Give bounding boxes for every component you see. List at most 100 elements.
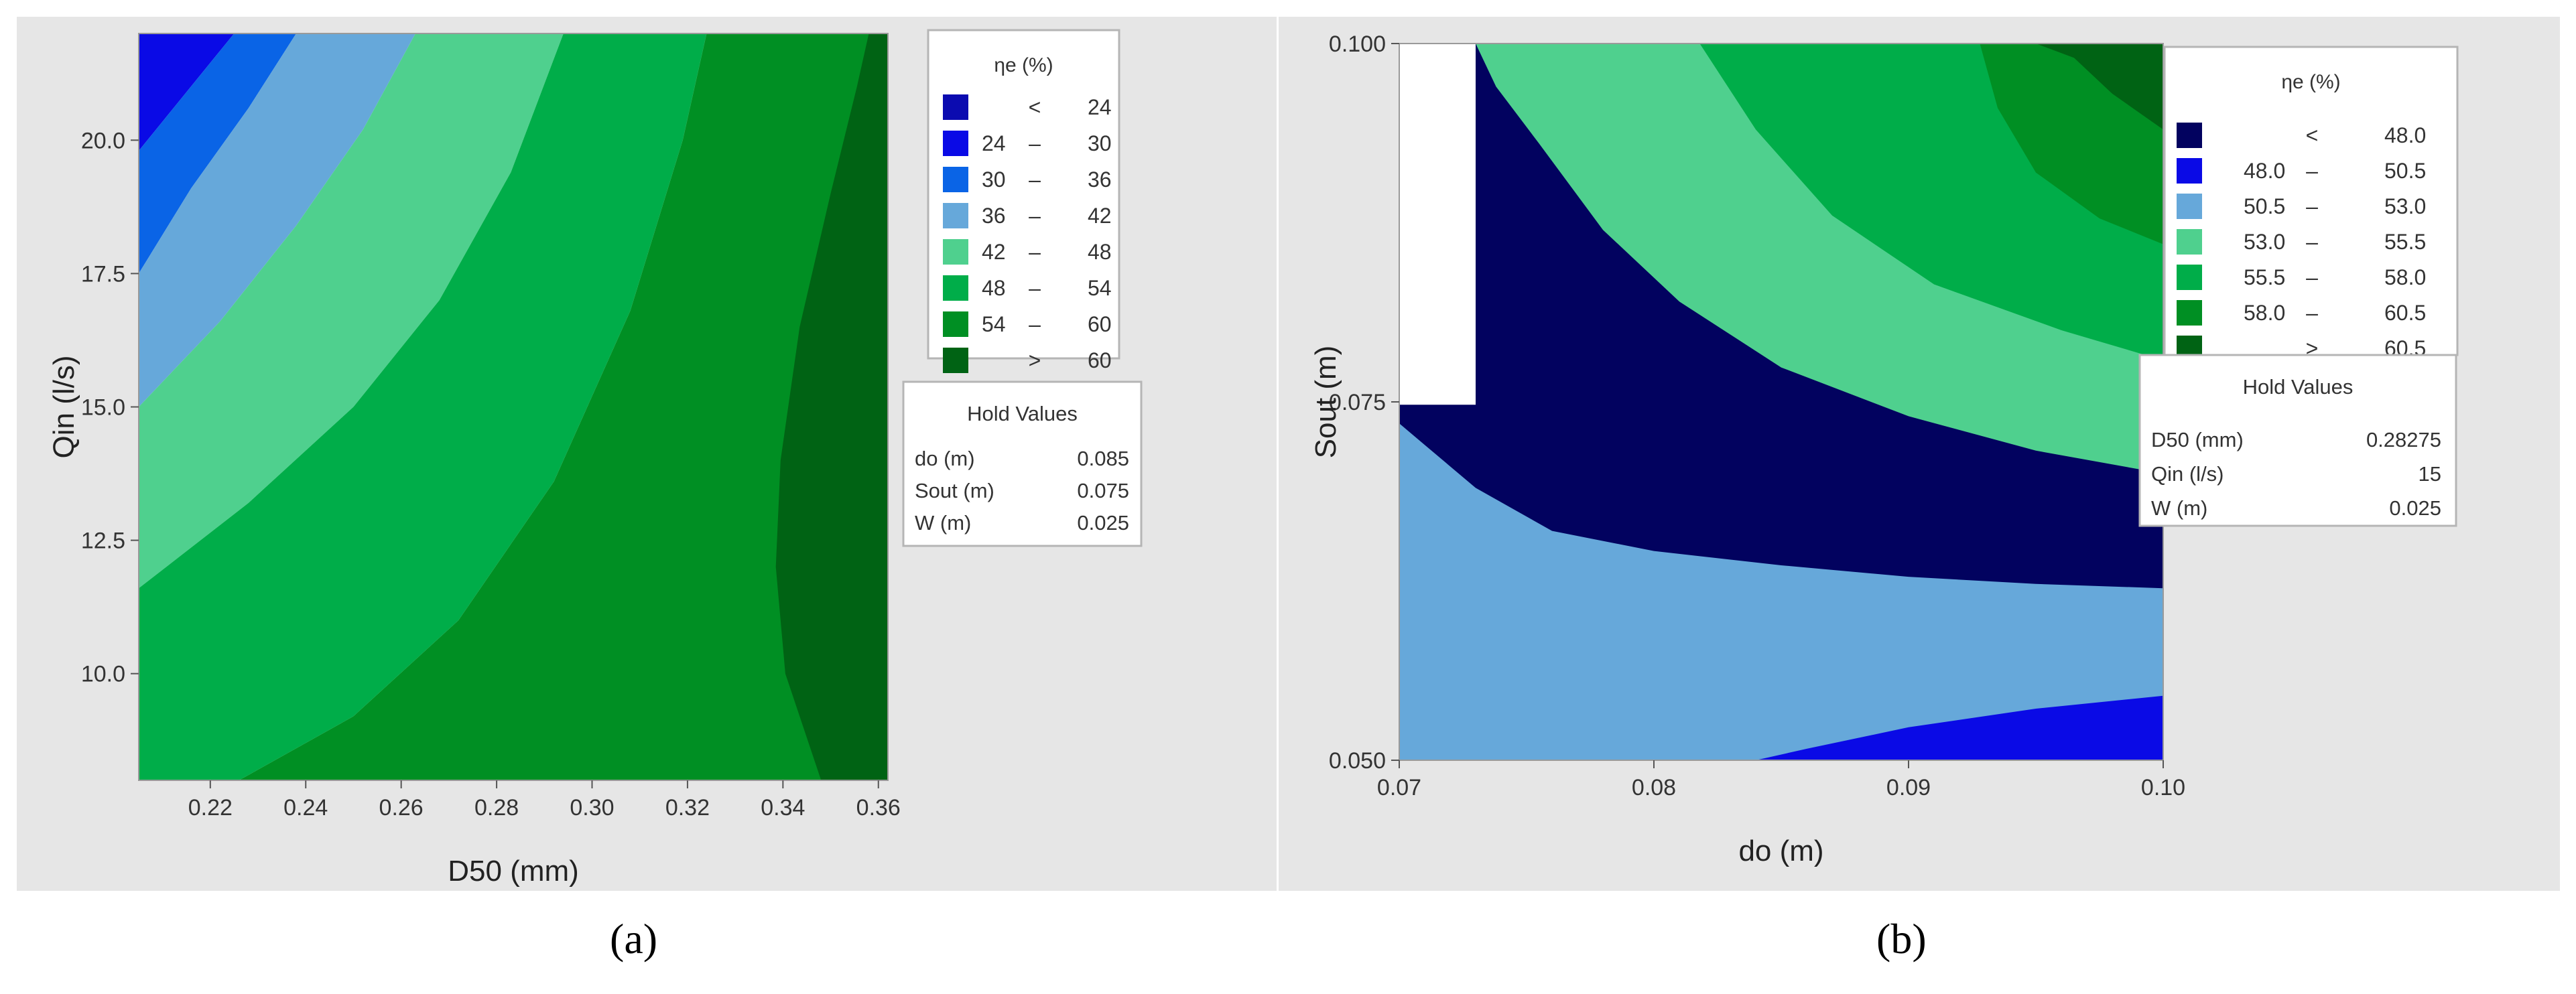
legend-high: 54 (1088, 276, 1112, 300)
contour-region (1399, 423, 2163, 760)
legend-high: 58.0 (2384, 265, 2426, 289)
legend-operator: – (1029, 312, 1041, 336)
legend-low: 55.5 (2244, 265, 2285, 289)
legend-box (2163, 46, 2459, 356)
hold-value-name: W (m) (915, 511, 971, 535)
legend-low: 48.0 (2244, 159, 2285, 183)
legend-low: 42 (982, 240, 1006, 264)
x-tick-label: 0.08 (1632, 775, 1676, 800)
y-tick-label: 15.0 (81, 395, 125, 421)
legend-swatch (2177, 123, 2202, 148)
panel-label-b: (b) (1876, 915, 1927, 963)
legend-operator: – (1029, 276, 1041, 300)
x-axis-label: D50 (mm) (448, 855, 579, 888)
hold-value: 15 (2419, 462, 2441, 486)
legend-operator: – (2306, 159, 2318, 183)
hold-value: 0.085 (1077, 447, 1129, 470)
x-tick-label: 0.30 (570, 795, 614, 821)
legend-operator: < (1029, 95, 1041, 119)
legend-operator: – (2306, 194, 2318, 218)
contour-region (239, 33, 888, 780)
legend-swatch (2177, 229, 2202, 255)
x-tick-label: 0.22 (188, 795, 233, 821)
hold-value: 0.025 (1077, 511, 1129, 535)
legend-low: 36 (982, 204, 1006, 228)
legend-high: 42 (1088, 204, 1112, 228)
legend-operator: – (2306, 301, 2318, 325)
y-tick-label: 0.050 (1329, 748, 1386, 774)
legend-swatch (2177, 265, 2202, 290)
legend-swatch (943, 131, 968, 156)
legend-swatch (943, 275, 968, 301)
legend-swatch (943, 348, 968, 373)
y-tick-label: 20.0 (81, 128, 125, 153)
panel-label-a: (a) (610, 915, 658, 963)
x-tick-label: 0.28 (474, 795, 519, 821)
y-tick-label: 0.100 (1329, 31, 1386, 57)
x-tick-label: 0.34 (761, 795, 805, 821)
legend-title: ηe (%) (2281, 71, 2340, 93)
legend-swatch (2177, 300, 2202, 326)
contour-regions (139, 33, 888, 780)
contour-region (139, 33, 296, 274)
x-tick-label: 0.09 (1886, 775, 1931, 800)
hold-values-title: Hold Values (2243, 375, 2354, 399)
y-axis-label: Qin (l/s) (48, 356, 80, 459)
y-tick-label: 0.075 (1329, 390, 1386, 415)
hold-value: 0.075 (1077, 479, 1129, 502)
legend-high: 60 (1088, 348, 1112, 372)
legend-high: 60.5 (2384, 301, 2426, 325)
legend-swatch (943, 203, 968, 228)
legend-low: 50.5 (2244, 194, 2285, 218)
legend-swatch (2177, 194, 2202, 219)
contour-region (775, 33, 888, 780)
hold-value-name: do (m) (915, 447, 975, 470)
x-tick-label: 0.07 (1377, 775, 1421, 800)
y-tick-label: 12.5 (81, 528, 125, 554)
contour-region (139, 33, 707, 780)
x-tick-label: 0.32 (665, 795, 710, 821)
legend-operator: – (2306, 265, 2318, 289)
hold-values-title: Hold Values (967, 402, 1078, 425)
legend-high: 50.5 (2384, 159, 2426, 183)
contour-region (139, 33, 415, 407)
contour-chart-a: 0.22 0.24 0.26 0.28 0.30 0.32 0.34 0.36 10.0 12.5… (48, 29, 1143, 888)
legend-operator: – (1029, 167, 1041, 192)
contour-region (2036, 44, 2163, 130)
legend-high: 60 (1088, 312, 1112, 336)
legend-high: 36 (1088, 167, 1112, 192)
legend-high: 48 (1088, 240, 1112, 264)
y-tick-label: 10.0 (81, 662, 125, 687)
legend-high: 24 (1088, 95, 1112, 119)
contour-region (1756, 695, 2163, 760)
legend-operator: – (1029, 204, 1041, 228)
legend-operator: – (1029, 240, 1041, 264)
legend-swatch (943, 167, 968, 192)
legend-low: 54 (982, 312, 1006, 336)
hold-value-name: D50 (mm) (2151, 428, 2244, 451)
legend-low: 53.0 (2244, 230, 2285, 254)
hold-values-box (902, 380, 1143, 547)
contour-region (1476, 44, 2163, 474)
hold-values-box (2138, 354, 2457, 527)
legend-swatch (943, 94, 968, 120)
hold-value-name: Qin (l/s) (2151, 462, 2224, 486)
legend-high: 48.0 (2384, 123, 2426, 147)
legend-low: 30 (982, 167, 1006, 192)
y-axis-label: Sout (m) (1309, 346, 1342, 459)
legend-title: ηe (%) (994, 54, 1053, 76)
legend-high: 53.0 (2384, 194, 2426, 218)
hold-value: 0.28275 (2366, 428, 2441, 451)
x-tick-label: 0.24 (283, 795, 328, 821)
hold-value: 0.025 (2389, 496, 2441, 520)
contour-regions (1399, 44, 2163, 760)
legend-operator: > (1029, 348, 1041, 372)
legend-swatch (943, 239, 968, 265)
x-tick-label: 0.10 (2141, 775, 2185, 800)
legend-low: 48 (982, 276, 1006, 300)
x-axis-label: do (m) (1738, 835, 1823, 867)
legend-high: 30 (1088, 131, 1112, 155)
legend-low: 24 (982, 131, 1006, 155)
legend-swatch (943, 311, 968, 337)
x-tick-label: 0.36 (856, 795, 901, 821)
